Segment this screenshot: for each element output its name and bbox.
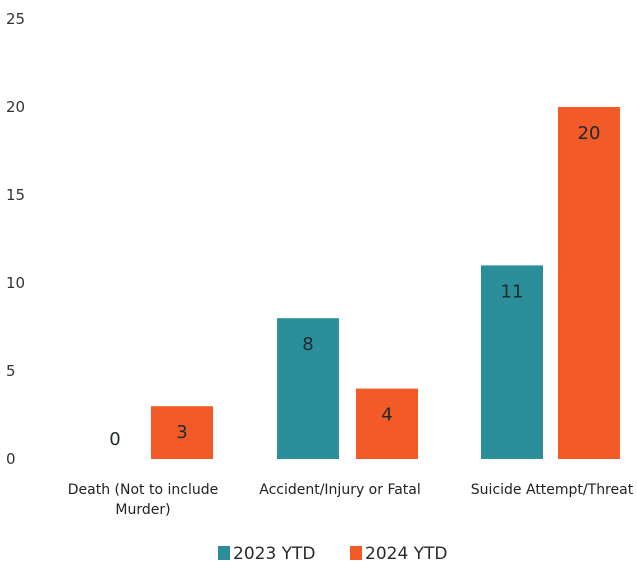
data-label: 0 — [109, 429, 120, 450]
bar — [277, 318, 339, 459]
bar — [356, 388, 418, 459]
y-axis: 0 5 10 15 20 25 — [6, 10, 25, 468]
legend-swatch — [218, 546, 230, 560]
data-label: 8 — [302, 334, 313, 355]
data-label: 4 — [381, 405, 392, 426]
y-tick-label: 20 — [6, 98, 25, 116]
legend-swatch — [350, 546, 362, 560]
legend-label: 2023 YTD — [233, 544, 316, 564]
bar — [481, 265, 543, 459]
y-tick-label: 5 — [6, 362, 16, 380]
y-tick-label: 10 — [6, 274, 25, 292]
bar — [558, 107, 620, 459]
x-tick-label: Accident/Injury or Fatal — [259, 482, 421, 498]
data-label: 20 — [578, 123, 601, 144]
x-tick-label: Murder) — [115, 502, 170, 518]
legend-label: 2024 YTD — [365, 544, 448, 564]
legend: 2023 YTD 2024 YTD — [218, 544, 448, 564]
data-label: 3 — [176, 422, 187, 443]
y-tick-label: 0 — [6, 450, 16, 468]
y-tick-label: 25 — [6, 10, 25, 28]
data-label: 11 — [501, 281, 524, 302]
x-tick-label: Suicide Attempt/Threat — [471, 482, 634, 498]
y-tick-label: 15 — [6, 186, 25, 204]
bar — [151, 406, 213, 459]
bar-series-group: 0 8 11 3 4 20 — [109, 107, 620, 459]
x-tick-label: Death (Not to include — [68, 482, 218, 498]
x-axis: Death (Not to include Murder) Accident/Inj… — [68, 482, 634, 518]
